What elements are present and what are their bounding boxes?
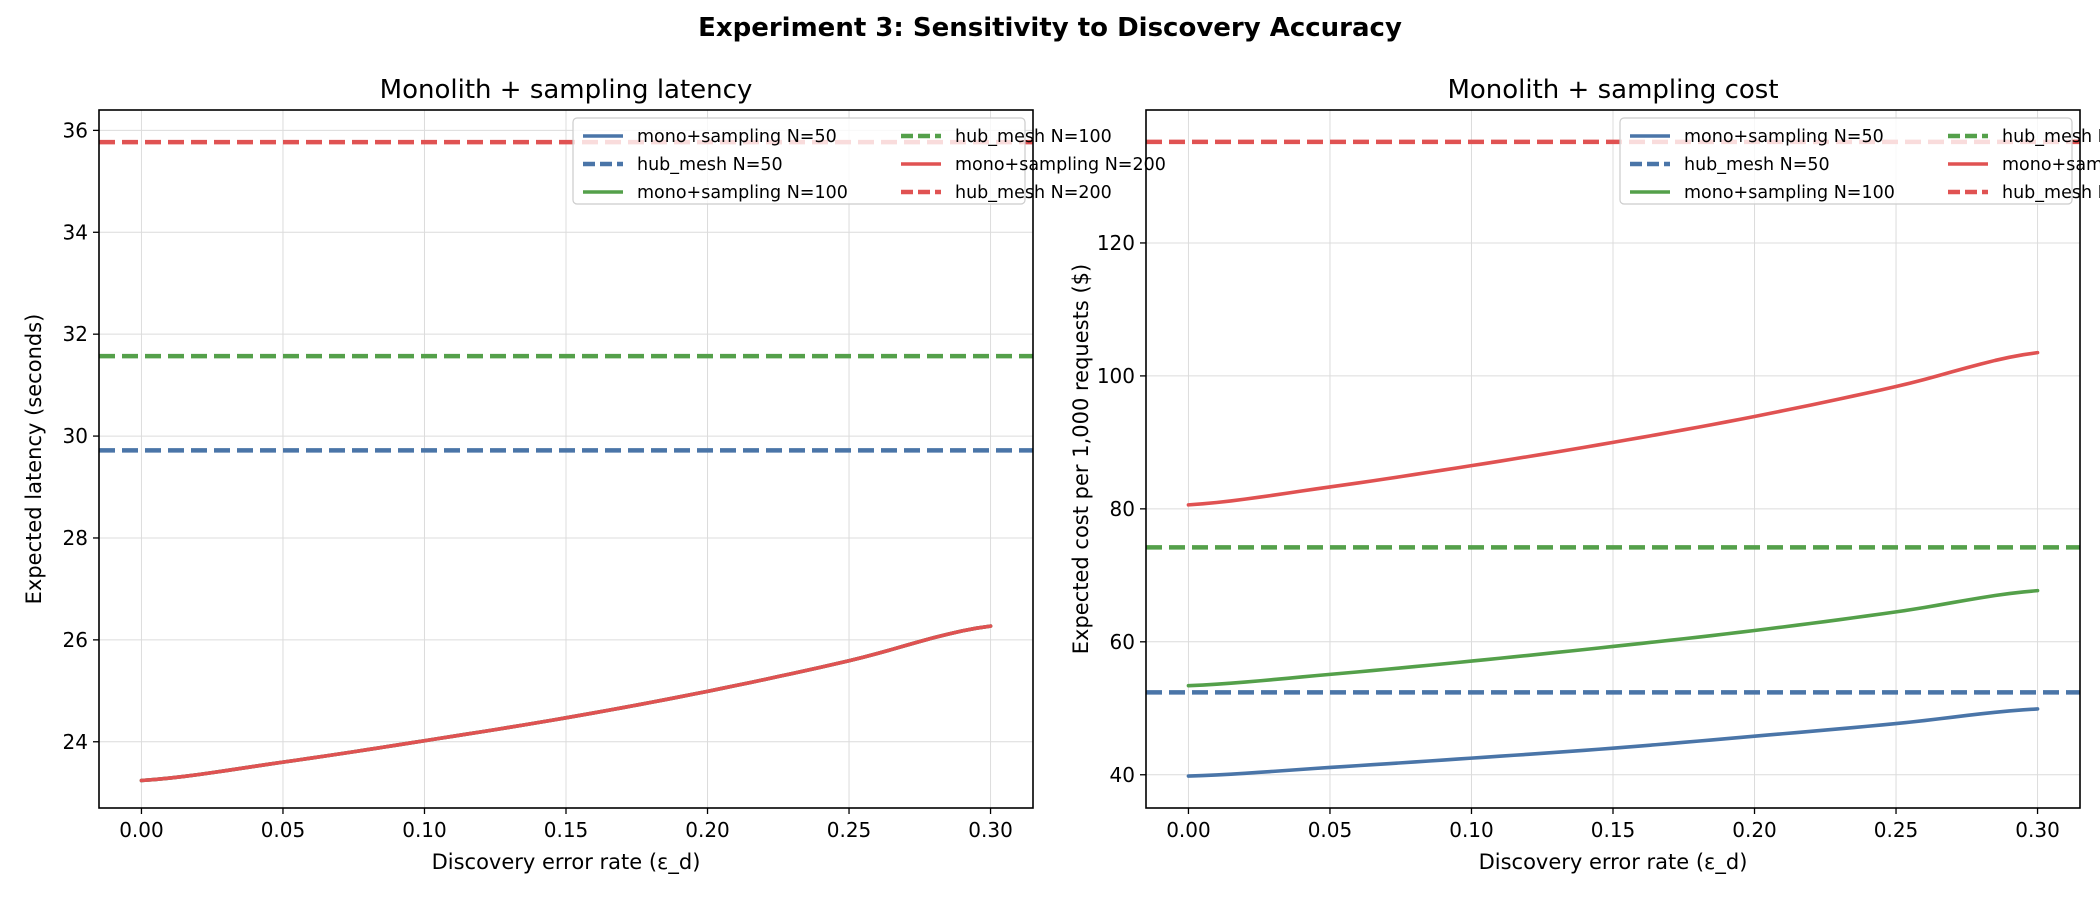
cost-y-tick-label: 120 [1097,231,1135,255]
cost-legend-label: hub_mesh N=200 [2002,183,2100,203]
latency-legend-label: hub_mesh N=200 [955,183,1112,203]
cost-x-tick-label: 0.20 [1732,818,1777,842]
latency-series-mono-sampling-n-200 [139,624,993,783]
cost-y-tick-label: 60 [1110,630,1135,654]
latency-legend-label: hub_mesh N=100 [955,127,1112,147]
cost-series-group [1146,139,2080,778]
cost-series-mono-sampling-n-200 [1186,350,2040,507]
latency-x-tick-label: 0.00 [119,818,164,842]
latency-y-tick-label: 30 [63,424,88,448]
cost-x-tick-label: 0.25 [1874,818,1919,842]
cost-chart-title: Monolith + sampling cost [1447,75,1778,105]
cost-legend-box [1619,117,2073,205]
latency-x-tick-label: 0.15 [544,818,589,842]
cost-panel: Monolith + sampling cost 0.00 0.05 0.10 0.15… [1069,75,2100,875]
figure-suptitle: Experiment 3: Sensitivity to Discovery A… [698,13,1402,43]
latency-legend-box [572,117,1026,205]
cost-grid [1146,110,2080,808]
latency-legend-label: mono+sampling N=100 [637,183,848,203]
latency-y-tick-label: 24 [63,730,88,754]
cost-legend: mono+sampling N=50 hub_mesh N=50 mono+samp… [1619,117,2100,205]
cost-legend-label: hub_mesh N=100 [2002,127,2100,147]
latency-y-tick-label: 36 [63,118,88,142]
latency-series-group [99,139,1033,783]
cost-legend-label: mono+sampling N=50 [1684,127,1884,147]
latency-y-tick-label: 32 [63,322,88,346]
cost-x-tick-label: 0.05 [1308,818,1353,842]
latency-grid [99,110,1033,808]
cost-y-tick-label: 40 [1110,763,1135,787]
cost-series-mono-sampling-n-50 [1186,707,2040,778]
latency-legend-label: mono+sampling N=50 [637,127,837,147]
cost-x-tick-label: 0.30 [2015,818,2060,842]
cost-legend-label: mono+sampling N=100 [1684,183,1895,203]
latency-x-tick-label: 0.10 [402,818,447,842]
latency-y-axis: 24 26 28 30 32 34 36 [63,118,99,754]
cost-x-tick-label: 0.15 [1591,818,1636,842]
latency-legend-label: mono+sampling N=200 [955,155,1166,175]
cost-series-mono-sampling-n-100 [1186,588,2040,688]
cost-x-tick-label: 0.00 [1166,818,1211,842]
cost-x-axis-label: Discovery error rate (ε_d) [1479,850,1748,875]
cost-y-axis: 40 60 80 100 120 [1097,231,1146,787]
latency-y-tick-label: 28 [63,526,88,550]
latency-x-tick-label: 0.05 [261,818,306,842]
latency-y-axis-label: Expected latency (seconds) [22,314,46,605]
latency-x-tick-label: 0.20 [685,818,730,842]
latency-x-tick-label: 0.30 [968,818,1013,842]
cost-y-tick-label: 80 [1110,497,1135,521]
latency-y-tick-label: 26 [63,628,88,652]
latency-y-tick-label: 34 [63,220,88,244]
latency-x-axis-label: Discovery error rate (ε_d) [432,850,701,875]
cost-legend-label: mono+sampling N=200 [2002,155,2100,175]
cost-legend-label: hub_mesh N=50 [1684,155,1830,175]
latency-x-tick-label: 0.25 [827,818,872,842]
cost-y-tick-label: 100 [1097,364,1135,388]
latency-x-axis: 0.00 0.05 0.10 0.15 0.20 0.25 0.30 [119,808,1013,842]
cost-x-tick-label: 0.10 [1449,818,1494,842]
latency-chart-title: Monolith + sampling latency [380,75,753,105]
latency-legend: mono+sampling N=50 hub_mesh N=50 mono+samp… [572,117,1166,205]
cost-x-axis: 0.00 0.05 0.10 0.15 0.20 0.25 0.30 [1166,808,2060,842]
cost-y-axis-label: Expected cost per 1,000 requests ($) [1069,264,1093,654]
latency-legend-label: hub_mesh N=50 [637,155,783,175]
